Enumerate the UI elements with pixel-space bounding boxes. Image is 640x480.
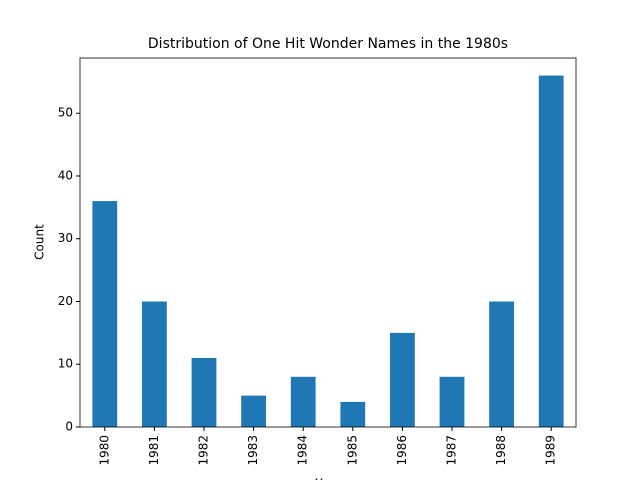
- bar: [390, 332, 415, 427]
- bar: [489, 301, 514, 427]
- bar: [340, 401, 366, 427]
- x-tick-label: 1985: [345, 435, 359, 466]
- y-tick-label: 10: [58, 357, 73, 371]
- y-axis-label: Count: [33, 224, 47, 260]
- bar: [142, 301, 167, 427]
- bar: [241, 395, 266, 427]
- y-tick-label: 50: [58, 106, 73, 120]
- bar: [538, 75, 564, 428]
- x-axis-label: Year: [314, 477, 340, 480]
- x-tick-label: 1986: [395, 435, 409, 466]
- bar: [92, 201, 118, 427]
- y-tick-label: 40: [58, 168, 73, 182]
- x-tick-label: 1980: [97, 435, 111, 466]
- bar: [439, 376, 465, 427]
- x-tick-label: 1983: [246, 435, 260, 466]
- bar: [290, 376, 316, 427]
- x-tick-label: 1988: [494, 435, 508, 466]
- x-tick-label: 1984: [296, 435, 310, 466]
- axes-frame: [79, 57, 577, 428]
- y-tick-label: 0: [65, 420, 73, 434]
- y-tick-label: 20: [58, 294, 73, 308]
- x-tick-label: 1987: [445, 435, 459, 466]
- x-tick-label: 1982: [197, 435, 211, 466]
- x-tick-label: 1981: [147, 435, 161, 466]
- bar: [191, 357, 217, 427]
- chart-title: Distribution of One Hit Wonder Names in …: [148, 36, 508, 52]
- x-tick-label: 1989: [544, 435, 558, 466]
- y-tick-label: 30: [58, 231, 73, 245]
